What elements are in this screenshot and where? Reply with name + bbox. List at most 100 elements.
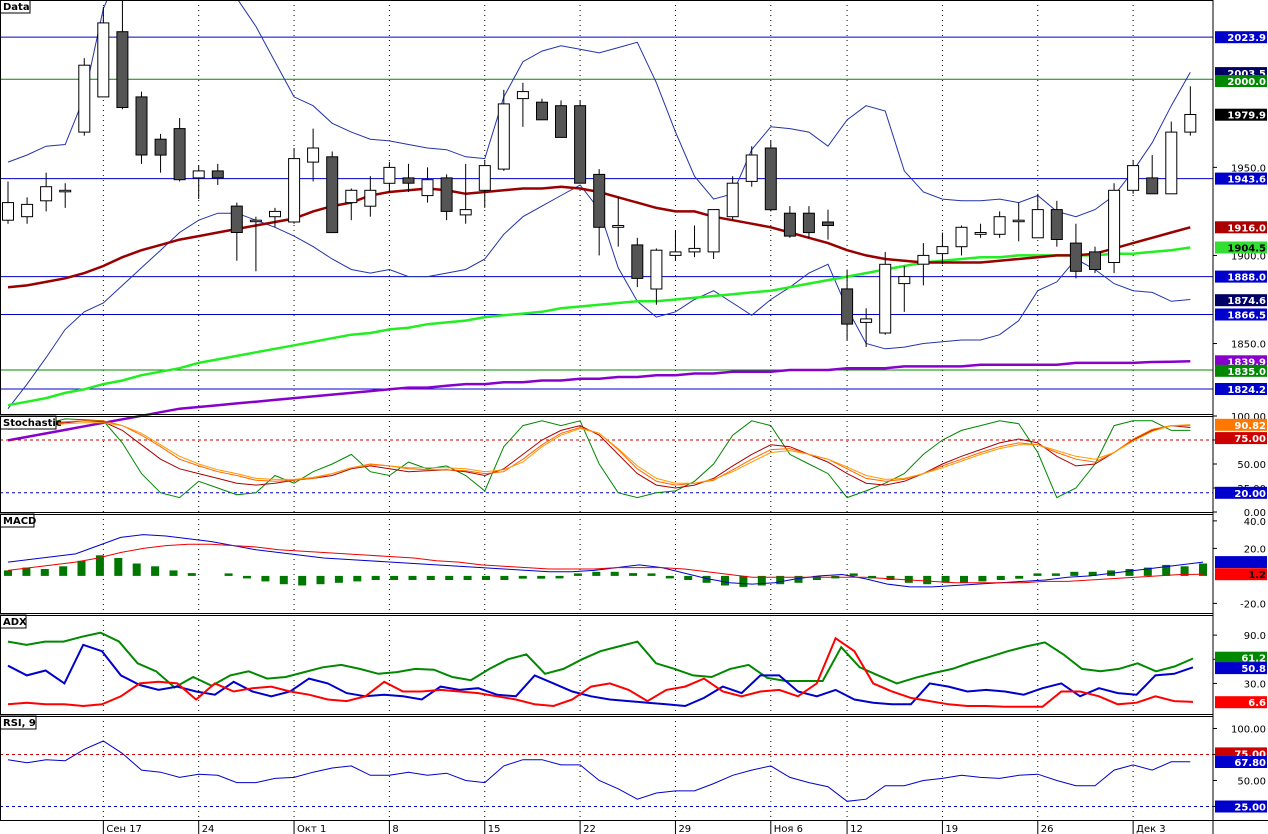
- price-tag-box-2: [1215, 75, 1267, 87]
- macd-histogram: [4, 555, 1207, 587]
- stochastic-line-1: [7, 420, 1191, 489]
- candle-body-7: [135, 96, 148, 156]
- macd-bar-54: [996, 575, 1005, 580]
- candle-body-17: [326, 156, 339, 234]
- rsi-tag-0: 75.00: [1234, 749, 1266, 760]
- stochastic-tag-2: 20.00: [1234, 489, 1266, 500]
- candle-body-50: [955, 226, 968, 248]
- candle-body-51: [974, 232, 987, 235]
- macd-bar-19: [353, 575, 362, 582]
- macd-bar-18: [334, 575, 343, 583]
- candle-body-8: [154, 138, 167, 156]
- candle-body-41: [783, 212, 796, 237]
- candle-body-37: [707, 209, 720, 253]
- candle-body-12: [230, 205, 243, 234]
- candle-body-62: [1184, 114, 1197, 133]
- candle-body-13: [249, 219, 262, 223]
- macd-tag-box-1: [1215, 568, 1267, 581]
- macd-bar-51: [941, 575, 950, 583]
- macd-bar-63: [1162, 564, 1171, 576]
- macd-bar-61: [1125, 569, 1134, 576]
- stochastic-line-0: [7, 418, 1191, 499]
- time-axis: Сен 17 24 Окт 1 8 15 22 29 Ноя 6 12 19 26 Дек 3: [102, 820, 1166, 834]
- macd-bar-64: [1180, 566, 1189, 576]
- price-tag-0: 2023.9: [1227, 33, 1266, 44]
- macd-bar-47: [868, 575, 877, 579]
- time-label-1: 24: [202, 824, 215, 834]
- candle-body-39: [745, 154, 758, 182]
- macd-signal-line: [7, 543, 1204, 584]
- adx-tag-box-1: [1215, 662, 1267, 675]
- price-tag-box-5: [1215, 221, 1267, 234]
- candle-body-34: [650, 249, 663, 290]
- candle-body-32: [612, 225, 625, 228]
- candle-body-61: [1165, 131, 1178, 195]
- macd-bar-36: [665, 575, 674, 579]
- macd-bar-0: [4, 570, 12, 576]
- candle-body-0: [2, 202, 14, 221]
- price-tag-4: 1943.6: [1227, 175, 1266, 186]
- stochastic-tick-label-0: 0.00: [1244, 508, 1266, 519]
- candle-body-31: [593, 173, 606, 228]
- candle-body-22: [421, 179, 434, 197]
- macd-bar-50: [923, 575, 932, 585]
- candle-body-30: [574, 105, 587, 184]
- candle-body-40: [764, 147, 777, 211]
- stochastic-tick-label-4: 100.00: [1231, 412, 1266, 423]
- candle-body-14: [269, 210, 281, 218]
- candle-body-44: [841, 288, 854, 325]
- price-tag-7: 1888.0: [1227, 273, 1266, 284]
- candle-body-26: [497, 103, 510, 170]
- macd-bar-1: [22, 567, 31, 576]
- candle-body-1: [21, 203, 34, 218]
- candle-body-27: [516, 91, 529, 100]
- adx-line-2: [7, 636, 1194, 708]
- moving-average-green: [7, 246, 1191, 407]
- candle-body-35: [669, 251, 682, 256]
- stochastic-tags: 90.82 75.00 20.00: [1215, 418, 1267, 500]
- adx-tag-1: 50.8: [1241, 664, 1266, 675]
- macd-bar-30: [555, 575, 564, 579]
- price-tag-8: 1874.6: [1227, 296, 1266, 307]
- macd-bar-35: [647, 573, 656, 576]
- macd-bar-38: [702, 575, 711, 583]
- rsi-tick-label-3: 100.00: [1231, 725, 1266, 736]
- candle-body-36: [688, 247, 701, 253]
- stochastic-title: Stochastic: [3, 418, 62, 429]
- adx-panel[interactable]: 30.060.090.0 61.250.86.6 ADX: [0, 614, 1267, 714]
- macd-bar-25: [463, 575, 472, 580]
- rsi-lines: [7, 740, 1191, 802]
- rsi-tag-box-2: [1215, 800, 1267, 813]
- macd-panel[interactable]: -20.0 20.0 40.0 10.01.2 MACD: [0, 513, 1267, 613]
- candle-body-42: [802, 212, 815, 234]
- stochastic-tag-box-0: [1215, 418, 1267, 431]
- macd-bar-23: [426, 575, 435, 580]
- candle-body-33: [631, 244, 644, 279]
- price-tag-box-9: [1215, 308, 1267, 321]
- price-tag-box-11: [1215, 364, 1267, 377]
- rsi-grid: [0, 716, 1213, 820]
- macd-bar-49: [904, 575, 913, 583]
- price-tag-box-0: [1215, 31, 1267, 44]
- time-label-11: Дек 3: [1136, 824, 1166, 834]
- macd-bar-65: [1199, 563, 1207, 576]
- macd-bar-33: [610, 571, 619, 576]
- macd-bar-24: [445, 575, 454, 580]
- candle-body-28: [536, 101, 548, 121]
- macd-bar-16: [298, 575, 307, 586]
- adx-tag-box-2: [1215, 696, 1267, 709]
- macd-bar-34: [629, 573, 638, 576]
- macd-bar-8: [151, 566, 160, 576]
- time-label-5: 22: [583, 824, 596, 834]
- adx-line-1: [7, 643, 1194, 708]
- time-label-8: 12: [850, 824, 863, 834]
- macd-bar-14: [261, 575, 270, 582]
- macd-bar-15: [279, 575, 288, 585]
- macd-bar-12: [224, 573, 233, 576]
